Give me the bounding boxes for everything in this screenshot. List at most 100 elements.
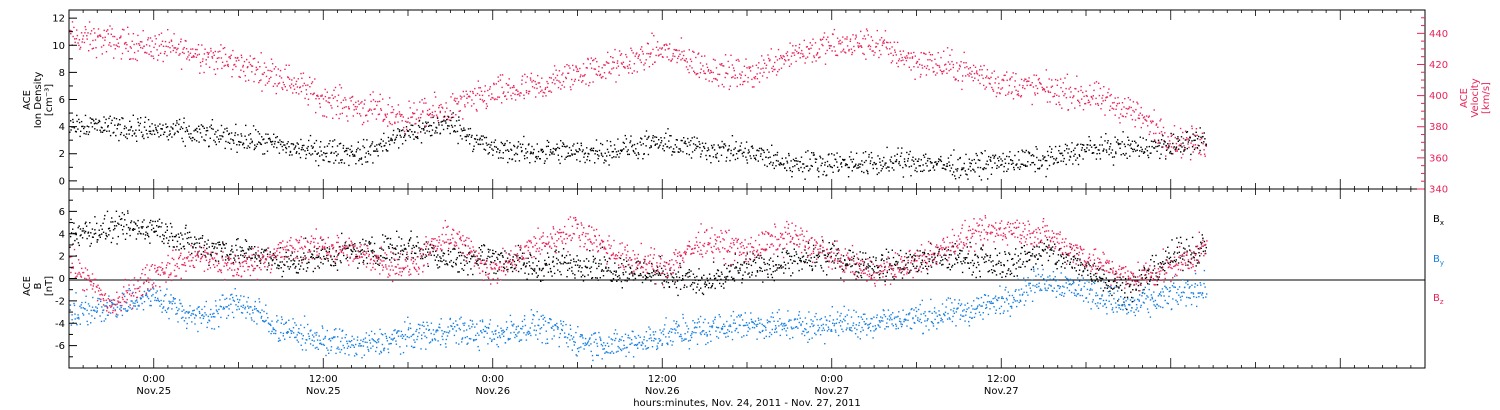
velocity-point [464,106,466,108]
density-point [737,157,739,160]
velocity-point [91,48,93,50]
density-point [776,154,778,156]
velocity-point [1168,144,1170,146]
density-point [750,157,752,160]
bx-point [174,235,177,238]
velocity-point [392,111,394,114]
bx-point [872,269,875,271]
density-point [1010,163,1013,165]
velocity-point [1036,87,1039,90]
bx-point [479,258,481,260]
bx-point [981,249,984,251]
velocity-point [374,108,376,110]
bx-point [410,230,412,232]
velocity-point [478,94,481,96]
velocity-point [1149,120,1152,122]
bx-point [114,227,116,230]
density-point [1155,145,1157,148]
density-point [147,119,150,121]
density-point [730,149,732,152]
bx-point [650,280,652,282]
density-point [422,122,424,124]
density-point [683,137,685,139]
density-point [83,127,85,130]
velocity-point [639,59,641,61]
velocity-point [309,76,311,79]
velocity-point [537,74,539,77]
bx-point [172,239,174,241]
velocity-point [1009,77,1011,80]
velocity-point [192,55,195,57]
velocity-point [681,57,684,60]
velocity-point [664,49,666,51]
density-point [126,137,128,140]
velocity-point [385,116,388,118]
velocity-point [813,55,815,57]
density-point [970,170,972,172]
velocity-point [702,65,704,67]
density-point [255,129,257,131]
bx-point [188,231,191,233]
velocity-point [1121,115,1124,117]
density-point [1073,155,1075,157]
density-point [475,141,478,143]
velocity-point [889,48,891,50]
velocity-point [721,83,723,86]
velocity-point [908,66,910,68]
density-point [375,150,377,152]
velocity-point [806,46,808,48]
velocity-point [576,70,578,73]
density-point [113,131,115,134]
density-point [1041,164,1043,166]
bx-point [245,240,248,242]
density-point [1111,149,1114,151]
velocity-point [568,65,570,67]
bx-point [78,225,80,227]
bx-point [780,264,782,267]
density-point [916,170,918,173]
bx-point [284,264,286,266]
density-point [830,166,832,168]
density-point [252,125,255,127]
density-point [653,140,655,143]
density-point [657,147,659,149]
density-point [244,135,246,137]
bx-point [853,255,855,257]
velocity-point [387,125,389,127]
bx-point [422,253,425,256]
bx-point [799,259,801,262]
bx-point [657,274,660,276]
velocity-point [452,116,455,118]
density-point [872,167,874,170]
velocity-point [180,41,182,43]
density-point [611,151,613,153]
velocity-point [592,59,594,62]
velocity-point [1125,116,1127,118]
velocity-point [997,76,999,78]
density-point [193,130,195,132]
bx-point [406,258,409,260]
bx-point [447,253,450,256]
velocity-point [1158,132,1161,134]
bx-point [984,256,986,258]
density-point [724,143,726,145]
bx-point [762,281,764,283]
bx-point [311,254,314,256]
bx-point [378,257,380,259]
density-point [926,160,929,162]
velocity-point [546,86,549,88]
density-point [663,137,666,139]
density-point [258,141,260,143]
velocity-point [641,50,644,53]
bx-point [538,269,541,271]
bx-point [370,242,372,244]
density-point [436,117,439,119]
bx-point [306,267,309,269]
velocity-point [132,33,135,35]
bx-point [600,263,602,265]
velocity-point [501,86,503,89]
bx-point [939,262,941,264]
density-point [185,127,188,129]
bx-point [1020,252,1022,255]
density-point [509,142,511,144]
